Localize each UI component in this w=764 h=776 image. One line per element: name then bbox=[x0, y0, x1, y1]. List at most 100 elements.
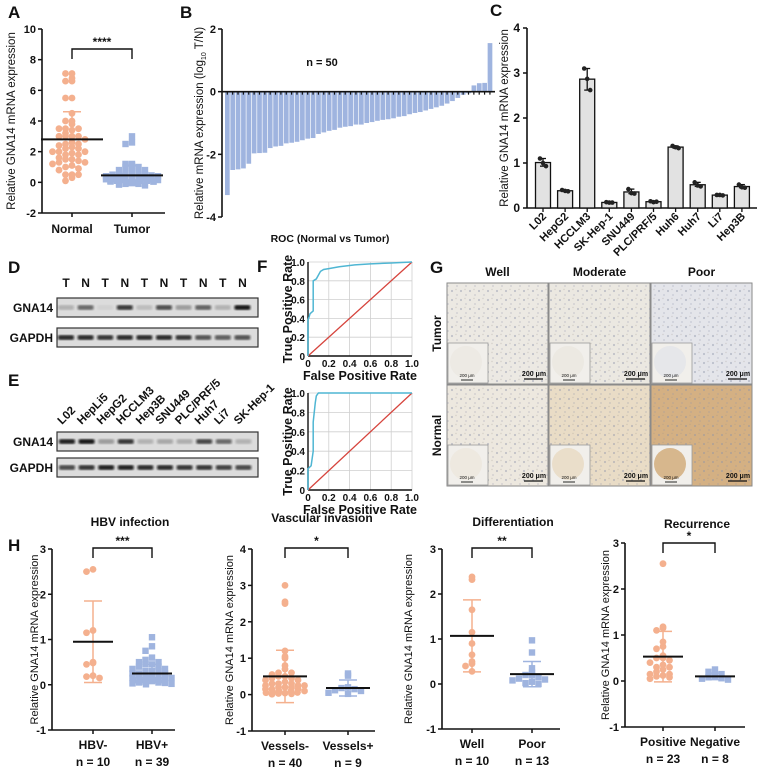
y-axis-label: Relative GNA14 mRNA expression bbox=[224, 555, 236, 725]
y-tick-label: 1 bbox=[513, 156, 520, 170]
y-tick-label: 2 bbox=[513, 111, 520, 125]
data-point bbox=[262, 689, 270, 697]
data-point bbox=[155, 672, 162, 679]
protein-band bbox=[196, 439, 213, 444]
protein-band bbox=[59, 439, 75, 444]
y-tick-label: 0.4 bbox=[291, 314, 305, 325]
data-point bbox=[522, 679, 529, 687]
panel-label: H bbox=[8, 536, 20, 555]
y-tick-label: 0.4 bbox=[291, 447, 305, 458]
protein-band bbox=[176, 439, 193, 444]
bar bbox=[579, 78, 596, 209]
data-point bbox=[515, 675, 523, 682]
significance-bracket bbox=[92, 547, 153, 558]
data-point bbox=[666, 663, 673, 671]
data-point bbox=[129, 665, 136, 673]
data-point bbox=[62, 171, 69, 179]
group-label: HBV+ bbox=[136, 738, 168, 752]
bar bbox=[534, 161, 552, 209]
significance-stars: * bbox=[314, 534, 319, 548]
y-tick-label: -1 bbox=[236, 726, 246, 738]
y-tick-label: -2 bbox=[206, 149, 216, 161]
blot-row-label: GAPDH bbox=[10, 331, 53, 345]
data-point bbox=[83, 660, 90, 668]
bar bbox=[412, 91, 418, 113]
data-point bbox=[646, 675, 654, 683]
data-point bbox=[724, 676, 732, 683]
inset-scale-bar-label: 200 μm bbox=[561, 475, 576, 480]
protein-band bbox=[117, 465, 134, 470]
y-axis-label: Relative mRNA expression (log10 T/N) bbox=[194, 27, 208, 219]
y-label-subscript: 10 bbox=[201, 52, 208, 60]
data-point bbox=[62, 177, 69, 185]
x-tick-label: 0.6 bbox=[363, 359, 377, 370]
replicate-point bbox=[654, 199, 659, 204]
replicate-point bbox=[736, 182, 742, 187]
bar bbox=[225, 91, 230, 196]
group-label: Well bbox=[460, 737, 484, 751]
data-point bbox=[148, 634, 156, 641]
protein-band bbox=[157, 465, 173, 470]
bar bbox=[439, 91, 445, 106]
lane-label: N bbox=[120, 276, 129, 290]
group-n-label: n = 23 bbox=[646, 752, 681, 766]
replicate-point bbox=[540, 160, 546, 166]
panel-label: B bbox=[180, 3, 192, 22]
bar bbox=[241, 91, 246, 169]
data-point bbox=[705, 668, 712, 675]
data-point bbox=[535, 680, 542, 688]
significance-stars: * bbox=[687, 529, 692, 543]
protein-band bbox=[215, 439, 232, 444]
ihc-row-label: Tumor bbox=[430, 315, 444, 352]
data-point bbox=[718, 675, 725, 682]
data-point bbox=[281, 582, 289, 589]
panel-label: A bbox=[8, 3, 20, 22]
bar bbox=[326, 91, 332, 131]
x-axis-label: False Positive Rate bbox=[303, 369, 417, 383]
y-axis-label: Relative GNA14 mRNA expression bbox=[403, 554, 415, 724]
data-point bbox=[168, 674, 175, 682]
data-point bbox=[55, 125, 63, 133]
ihc-row-label: Normal bbox=[430, 415, 444, 456]
data-point bbox=[168, 680, 175, 688]
ihc-column-header: Poor bbox=[688, 265, 716, 279]
data-point bbox=[55, 142, 63, 149]
scale-bar-label: 200 μm bbox=[624, 473, 648, 480]
y-tick-label: 2 bbox=[30, 147, 36, 159]
y-tick-label: 3 bbox=[613, 538, 619, 550]
inset-scale-bar-label: 200 μm bbox=[459, 373, 474, 378]
y-label-text: T/N) bbox=[194, 27, 206, 53]
diagonal-line bbox=[307, 261, 413, 357]
x-tick-label: Huh7 bbox=[676, 211, 704, 239]
blot-row-label: GAPDH bbox=[10, 461, 53, 475]
data-point bbox=[122, 180, 129, 188]
lane-label: N bbox=[238, 276, 247, 290]
data-point bbox=[135, 169, 142, 177]
y-tick-label: 0 bbox=[210, 87, 216, 99]
y-tick-label: 4 bbox=[513, 21, 520, 35]
group-label: Vessels- bbox=[261, 739, 309, 753]
significance-bracket bbox=[284, 547, 349, 558]
y-tick-label: 0.2 bbox=[291, 333, 305, 344]
y-tick-label: 1.0 bbox=[291, 258, 305, 269]
y-tick-label: -2 bbox=[26, 208, 36, 220]
data-point bbox=[711, 666, 719, 673]
data-point bbox=[128, 139, 136, 146]
x-axis-label: False Positive Rate bbox=[303, 503, 417, 517]
y-axis-label: True Positive Rate bbox=[281, 387, 295, 495]
protein-band bbox=[58, 305, 74, 310]
y-tick-label: 0 bbox=[299, 352, 305, 363]
bar bbox=[278, 91, 284, 146]
inset-scale-bar-label: 200 μm bbox=[561, 373, 576, 378]
data-point bbox=[135, 672, 143, 679]
ihc-inset-tissue bbox=[450, 346, 482, 378]
data-point bbox=[653, 673, 660, 680]
protein-band bbox=[136, 335, 153, 340]
data-point bbox=[155, 667, 162, 675]
bar bbox=[423, 91, 429, 111]
data-point bbox=[301, 682, 308, 689]
data-point bbox=[161, 679, 169, 687]
protein-band bbox=[156, 335, 172, 340]
data-point bbox=[49, 160, 56, 168]
lane-label: SK-Hep-1 bbox=[232, 382, 278, 428]
